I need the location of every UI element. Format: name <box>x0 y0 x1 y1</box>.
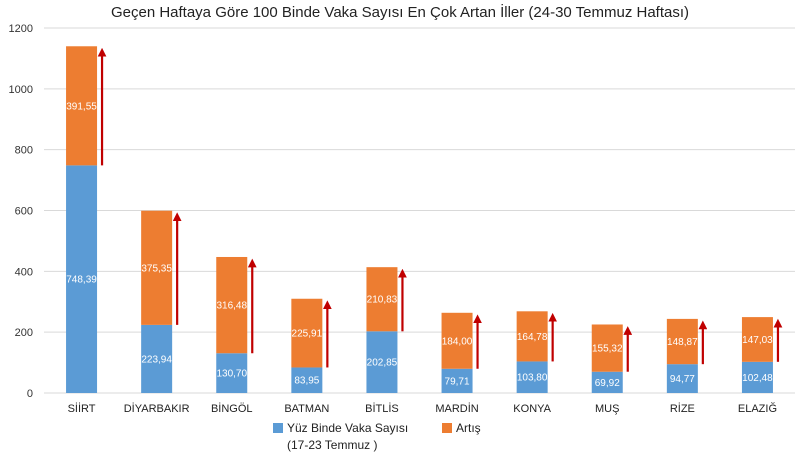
data-label-vaka: 83,95 <box>294 376 319 387</box>
data-label-artis: 375,35 <box>141 263 172 274</box>
data-label-vaka: 130,70 <box>216 369 247 380</box>
category-label: BATMAN <box>284 403 329 415</box>
category-label: ELAZIĞ <box>738 402 777 415</box>
data-label-vaka: 103,80 <box>517 373 548 384</box>
data-label-vaka: 223,94 <box>141 354 172 365</box>
legend-label-artis: Artış <box>456 421 481 435</box>
category-label: MARDİN <box>435 402 478 415</box>
bar-vaka <box>441 368 473 393</box>
bar-artis <box>66 46 98 166</box>
x-axis-categories: SİİRT DİYARBAKIR BİNGÖL BATMAN BİTLİS MARDİN K… <box>68 402 777 415</box>
bar-vaka <box>291 367 323 393</box>
data-label-artis: 316,48 <box>216 301 247 312</box>
y-tick-label: 1200 <box>9 23 33 35</box>
bar-vaka <box>141 324 173 393</box>
category-label: MUŞ <box>595 403 619 415</box>
bar-artis <box>591 324 623 372</box>
bar-vaka <box>66 165 98 393</box>
data-label-vaka: 79,71 <box>445 376 470 387</box>
bar-artis <box>741 317 773 362</box>
bar-artis <box>141 210 173 325</box>
data-label-artis: 147,03 <box>742 335 773 346</box>
data-label-vaka: 94,77 <box>670 374 695 385</box>
bar-vaka <box>516 361 548 393</box>
y-axis-ticks: 0 200 400 600 800 1000 1200 <box>9 23 33 400</box>
bars: 748,39 391,55 223,94 375,35 130,70 316,48 83,9… <box>66 46 783 393</box>
legend-swatch-artis <box>442 423 452 433</box>
chart-title: Geçen Haftaya Göre 100 Binde Vaka Sayısı… <box>111 3 689 21</box>
category-label: BİTLİS <box>365 402 399 415</box>
y-tick-label: 800 <box>15 145 33 157</box>
bar-artis <box>291 298 323 368</box>
y-tick-label: 400 <box>15 266 33 278</box>
y-tick-label: 0 <box>27 388 33 400</box>
bar-vaka <box>366 331 398 393</box>
bar-artis <box>366 267 398 332</box>
data-label-artis: 210,83 <box>367 295 398 306</box>
legend: Yüz Binde Vaka Sayısı (17-23 Temmuz ) Ar… <box>273 421 481 452</box>
category-label: BİNGÖL <box>211 402 253 415</box>
data-label-artis: 184,00 <box>442 336 473 347</box>
bar-vaka <box>741 361 773 393</box>
bar-vaka <box>216 353 248 393</box>
bar-vaka <box>591 371 623 393</box>
data-label-artis: 391,55 <box>66 101 97 112</box>
data-label-artis: 225,91 <box>292 329 323 340</box>
data-label-vaka: 748,39 <box>66 275 97 286</box>
y-tick-label: 600 <box>15 206 33 218</box>
category-label: RİZE <box>670 402 695 415</box>
bar-artis <box>666 318 698 365</box>
legend-label-vaka: Yüz Binde Vaka Sayısı <box>287 421 408 435</box>
legend-swatch-vaka <box>273 423 283 433</box>
category-label: SİİRT <box>68 402 96 415</box>
y-tick-label: 200 <box>15 327 33 339</box>
y-tick-label: 1000 <box>9 84 33 96</box>
bar-vaka <box>666 364 698 393</box>
legend-label-vaka-period: (17-23 Temmuz ) <box>287 438 377 452</box>
data-label-artis: 148,87 <box>667 337 698 348</box>
data-label-vaka: 102,48 <box>742 373 773 384</box>
data-label-artis: 155,32 <box>592 344 623 355</box>
category-label: KONYA <box>513 403 551 415</box>
data-label-vaka: 69,92 <box>595 378 620 389</box>
data-label-vaka: 202,85 <box>367 358 398 369</box>
bar-artis <box>441 312 473 369</box>
bar-artis <box>216 256 248 354</box>
data-label-artis: 164,78 <box>517 332 548 343</box>
bar-artis <box>516 311 548 362</box>
category-label: DİYARBAKIR <box>124 402 190 415</box>
